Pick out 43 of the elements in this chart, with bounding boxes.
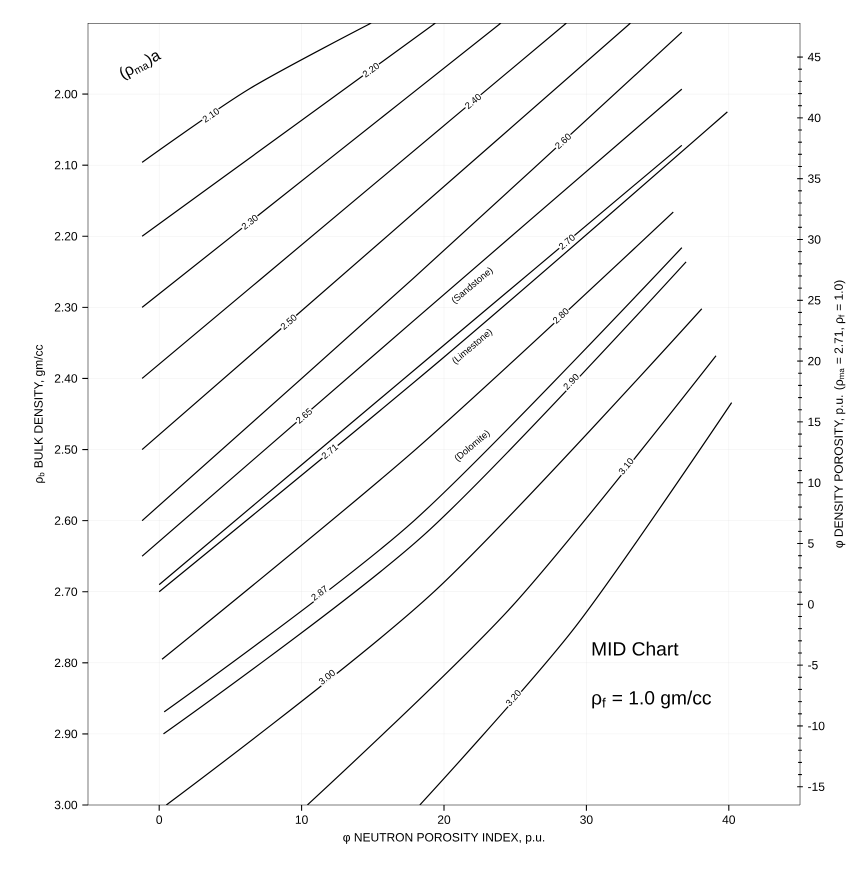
y-tick-label: 2.80 bbox=[54, 658, 78, 668]
y2-tick-label: 30 bbox=[808, 235, 820, 244]
y-tick-label: 2.40 bbox=[54, 374, 78, 383]
y2-tick-label: 45 bbox=[808, 52, 820, 62]
text: 2.30 bbox=[242, 214, 258, 230]
text: 2.40 bbox=[465, 94, 481, 110]
y2-tick-label: 10 bbox=[808, 478, 820, 487]
y2-tick-label: -10 bbox=[808, 722, 824, 730]
text: 3.00 bbox=[318, 670, 335, 684]
y-axis-title: ρ$_{b}$ BULK DENSITY, gm/cc bbox=[34, 344, 46, 483]
x-tick-label: 20 bbox=[438, 815, 450, 824]
y-tick-label: 2.20 bbox=[54, 232, 78, 241]
y2-tick-label: 35 bbox=[808, 174, 820, 183]
y2-tick-label: 15 bbox=[808, 418, 820, 426]
x-tick-label: 10 bbox=[296, 815, 308, 824]
text: 2.50 bbox=[280, 314, 296, 330]
y-tick-label: 2.30 bbox=[54, 303, 78, 312]
x-tick-label: 40 bbox=[722, 815, 736, 824]
y-tick-label: 2.00 bbox=[54, 90, 78, 98]
text: 2.20 bbox=[362, 62, 379, 78]
annotation: (ρ$_{ma}$)a bbox=[120, 52, 162, 80]
x-tick-label: 30 bbox=[580, 815, 593, 824]
y2-tick-label: -15 bbox=[808, 782, 824, 791]
y-tick-label: 2.50 bbox=[54, 445, 78, 454]
annotation: ρ$_{f}$ = 1.0 gm/cc bbox=[592, 690, 711, 708]
x-axis-title: φ NEUTRON POROSITY INDEX, p.u. bbox=[343, 833, 544, 844]
text: 2.70 bbox=[558, 234, 575, 250]
y2-tick-label: 20 bbox=[808, 356, 820, 366]
y-tick-label: 2.90 bbox=[54, 730, 78, 738]
y2-tick-label: 0 bbox=[808, 600, 814, 609]
y-tick-label: 2.10 bbox=[54, 160, 78, 170]
y-tick-label: 2.70 bbox=[54, 587, 78, 596]
annotation: MID Chart bbox=[592, 642, 678, 656]
y2-tick-label: -5 bbox=[808, 660, 818, 670]
y2-tick-label: 25 bbox=[808, 296, 820, 305]
y2-axis-title: φ DENSITY POROSITY, p.u. (ρ$_{ma}$ = 2.71, ρ$_{f}$ = 1.0) bbox=[834, 280, 846, 548]
x-tick-label: 0 bbox=[156, 815, 162, 824]
y2-tick-label: 40 bbox=[808, 114, 820, 122]
y2-tick-label: 5 bbox=[808, 539, 814, 548]
y-tick-label: 2.60 bbox=[54, 516, 78, 525]
y-tick-label: 3.00 bbox=[54, 800, 78, 810]
text: 2.71 bbox=[322, 444, 338, 460]
text: 2.10 bbox=[202, 108, 219, 123]
